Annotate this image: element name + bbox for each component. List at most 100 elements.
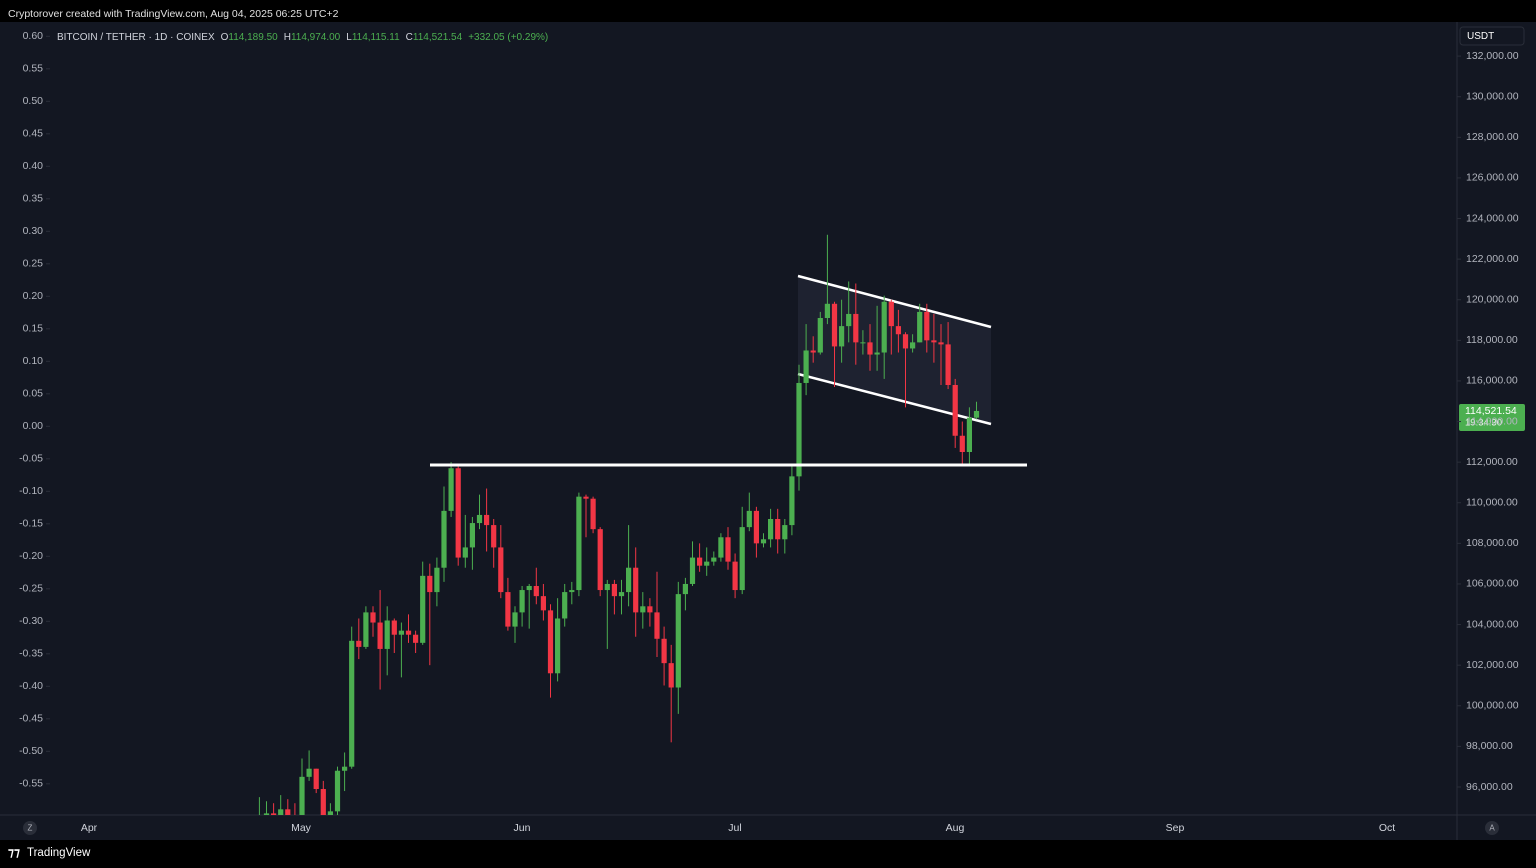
y-tick-label: 110,000.00 bbox=[1466, 497, 1518, 509]
x-tick-label: Apr bbox=[81, 822, 98, 834]
candle-body bbox=[519, 590, 525, 613]
y-tick-label: 112,000.00 bbox=[1466, 456, 1518, 468]
y2-tick-label: -0.50 bbox=[19, 745, 43, 757]
button-label[interactable]: A bbox=[1489, 824, 1495, 833]
candle-body bbox=[973, 410, 980, 418]
channel-upper bbox=[797, 274, 992, 329]
currency[interactable]: USDT bbox=[1467, 31, 1494, 42]
footer: TradingView bbox=[27, 847, 91, 859]
y2-tick-label: -0.35 bbox=[19, 648, 43, 660]
candle-body bbox=[263, 813, 270, 815]
y2-tick-label: 0.55 bbox=[23, 63, 44, 75]
y2-tick-label: 0.60 bbox=[23, 30, 44, 42]
candle-body bbox=[611, 583, 617, 597]
candle-body bbox=[888, 301, 894, 327]
candle-body bbox=[668, 663, 674, 688]
candle-body bbox=[831, 303, 838, 347]
x-tick-label: May bbox=[291, 822, 312, 834]
candle-body bbox=[413, 634, 419, 643]
candle-body bbox=[555, 618, 561, 674]
candle-body bbox=[768, 518, 774, 540]
y-tick-label: 102,000.00 bbox=[1466, 659, 1519, 671]
candle-body bbox=[377, 622, 383, 649]
candle-body bbox=[732, 561, 738, 591]
candle-body bbox=[682, 583, 688, 595]
candle-body bbox=[384, 620, 390, 649]
y2-tick-label: 0.30 bbox=[23, 225, 44, 237]
candle-body bbox=[959, 435, 965, 452]
x-tick-label: Jul bbox=[728, 822, 741, 834]
y-tick-label: 122,000.00 bbox=[1466, 253, 1519, 265]
y-tick-label: 106,000.00 bbox=[1466, 578, 1519, 590]
candle-body bbox=[618, 592, 625, 597]
y2-tick-label: 0.45 bbox=[23, 128, 44, 140]
candle-body bbox=[640, 606, 646, 613]
candle-body bbox=[448, 468, 454, 511]
candle-body bbox=[604, 583, 610, 591]
y-tick-label: 124,000.00 bbox=[1466, 212, 1519, 224]
candle-body bbox=[789, 476, 795, 526]
candle-body bbox=[775, 518, 781, 540]
candle-body bbox=[689, 557, 696, 584]
x-tick-label: Jun bbox=[514, 822, 531, 834]
candle-body bbox=[398, 630, 404, 635]
candle-body bbox=[583, 496, 589, 499]
button[interactable] bbox=[23, 821, 37, 835]
y2-tick-label: -0.30 bbox=[19, 615, 43, 627]
ohlc-value: 114,189.50 bbox=[228, 32, 278, 43]
candle-body bbox=[725, 537, 731, 562]
candle-body bbox=[704, 561, 710, 566]
candle-body bbox=[427, 575, 433, 593]
candle-body bbox=[867, 342, 873, 355]
candle-body bbox=[760, 539, 767, 544]
ohlc-value: 114,521.54 bbox=[413, 32, 463, 43]
logo: ⁊⁊ bbox=[8, 845, 20, 859]
candle-body bbox=[391, 620, 397, 635]
candle-body bbox=[547, 610, 554, 674]
candle-body bbox=[718, 537, 724, 558]
candle-body bbox=[924, 311, 930, 341]
candle-body bbox=[590, 498, 596, 530]
ohlc-label: C bbox=[406, 32, 413, 43]
candle-body bbox=[434, 567, 440, 593]
y-tick-label: 100,000.00 bbox=[1466, 700, 1519, 712]
candle-body bbox=[349, 640, 355, 767]
channel-fill bbox=[798, 276, 991, 424]
candle-body bbox=[633, 567, 639, 613]
y-tick-label: 126,000.00 bbox=[1466, 172, 1519, 184]
candles bbox=[258, 234, 980, 815]
candle-body bbox=[966, 417, 972, 452]
currency-button[interactable] bbox=[1459, 26, 1525, 46]
y2-tick-label: 0.20 bbox=[23, 290, 44, 302]
candle-body bbox=[824, 303, 830, 319]
ohlc-value: 114,115.11 bbox=[352, 32, 400, 43]
candle-body bbox=[469, 523, 475, 548]
chart-background bbox=[0, 22, 1536, 840]
candle-body bbox=[654, 612, 660, 639]
candle-body bbox=[782, 525, 788, 540]
candle-body bbox=[320, 789, 326, 815]
y2-tick-label: -0.55 bbox=[19, 778, 43, 790]
candle-body bbox=[739, 527, 745, 591]
ohlc-label: H bbox=[284, 32, 291, 43]
ohlc-label: O bbox=[221, 32, 229, 43]
candle-body bbox=[370, 612, 376, 623]
candle-body bbox=[356, 640, 362, 647]
candle-body bbox=[484, 514, 490, 526]
candle-body bbox=[945, 344, 951, 386]
candle-body bbox=[697, 557, 703, 566]
candle-body bbox=[327, 811, 333, 815]
y2-tick-label: 0.05 bbox=[23, 388, 44, 400]
candle-body bbox=[476, 514, 483, 524]
button-label[interactable]: Z bbox=[28, 824, 33, 833]
candle-body bbox=[711, 557, 717, 562]
candle-body bbox=[817, 318, 823, 353]
candle-body bbox=[569, 590, 575, 593]
button[interactable] bbox=[1485, 821, 1499, 835]
candle-body bbox=[626, 567, 632, 593]
candle-body bbox=[313, 768, 319, 790]
y2-tick-label: -0.25 bbox=[19, 583, 43, 595]
y2-tick-label: -0.45 bbox=[19, 713, 43, 725]
candle-body bbox=[405, 630, 412, 635]
